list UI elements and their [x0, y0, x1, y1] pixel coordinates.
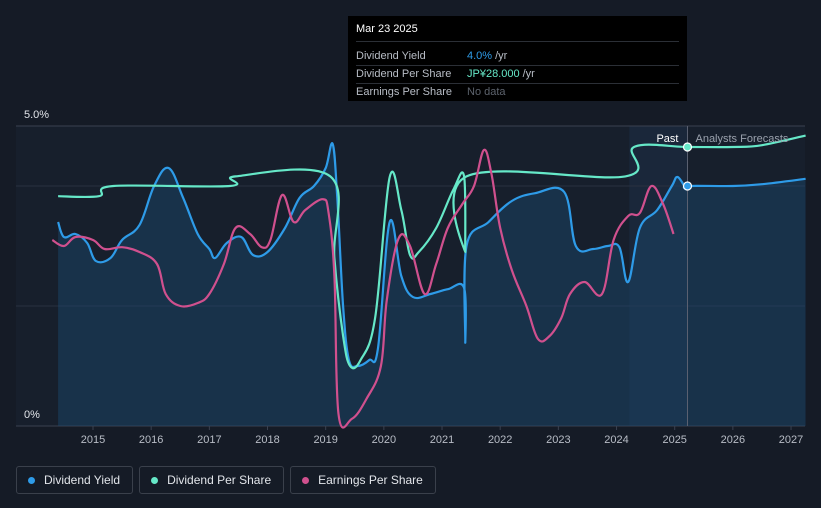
tooltip-unit: /yr — [522, 68, 535, 80]
x-tick-label-2022: 2022 — [488, 434, 512, 446]
tooltip-row-earnings-per-share: Earnings Per Share No data — [356, 84, 679, 101]
x-tick-label-2015: 2015 — [81, 434, 105, 446]
x-tick-label-2017: 2017 — [197, 434, 221, 446]
x-tick-label-2016: 2016 — [139, 434, 163, 446]
legend-dot-icon — [28, 476, 35, 484]
dividend-per-share-marker[interactable] — [682, 142, 693, 152]
x-tick-label-2026: 2026 — [721, 434, 745, 446]
legend-item-dividend-per-share[interactable]: Dividend Per Share — [139, 466, 285, 494]
tooltip-row-dividend-per-share: Dividend Per Share JP¥28.000 /yr — [356, 66, 679, 84]
dividend-per-share-line — [58, 134, 806, 370]
tooltip-value: JP¥28.000 — [467, 68, 520, 80]
tooltip-label: Dividend Yield — [356, 50, 426, 62]
gridlines — [16, 125, 805, 427]
x-tick-label-2024: 2024 — [604, 434, 628, 446]
tooltip-date: Mar 23 2025 — [356, 23, 679, 42]
x-tick-label-2020: 2020 — [372, 434, 396, 446]
tooltip-value: No data — [467, 86, 506, 98]
x-tick-label-2023: 2023 — [546, 434, 570, 446]
legend-item-earnings-per-share[interactable]: Earnings Per Share — [290, 466, 436, 494]
legend: Dividend Yield Dividend Per Share Earnin… — [16, 466, 436, 494]
forecast-label: Analysts Forecasts — [695, 133, 788, 145]
tooltip: Mar 23 2025 Dividend Yield 4.0% /yr Divi… — [348, 16, 687, 101]
y-tick-label-bottom: 0% — [24, 409, 40, 421]
tooltip-value: 4.0% — [467, 50, 493, 62]
legend-label: Earnings Per Share — [318, 473, 423, 487]
x-tick-label-2021: 2021 — [430, 434, 454, 446]
tooltip-row-dividend-yield: Dividend Yield 4.0% /yr — [356, 48, 679, 66]
legend-dot-icon — [151, 476, 159, 484]
dividend-yield-marker[interactable] — [682, 181, 693, 191]
x-tick-label-2019: 2019 — [313, 434, 337, 446]
x-axis-ticks: 2015 2016 2017 2018 2019 2020 2021 2022 2023 2024… — [81, 426, 803, 446]
legend-item-dividend-yield[interactable]: Dividend Yield — [16, 466, 134, 494]
x-tick-label-2018: 2018 — [255, 434, 279, 446]
tooltip-unit: /yr — [495, 50, 508, 62]
x-tick-label-2025: 2025 — [662, 434, 686, 446]
earnings-per-share-line — [51, 148, 675, 429]
legend-label: Dividend Per Share — [167, 473, 272, 487]
y-tick-label-top: 5.0% — [24, 109, 49, 121]
dividend-yield-area — [58, 143, 806, 426]
legend-dot-icon — [302, 476, 310, 484]
legend-label: Dividend Yield — [44, 473, 121, 487]
past-label: Past — [656, 133, 678, 145]
tooltip-label: Earnings Per Share — [356, 86, 452, 98]
dividend-yield-line — [57, 142, 806, 369]
tooltip-label: Dividend Per Share — [356, 68, 452, 80]
x-tick-label-2027: 2027 — [779, 434, 803, 446]
